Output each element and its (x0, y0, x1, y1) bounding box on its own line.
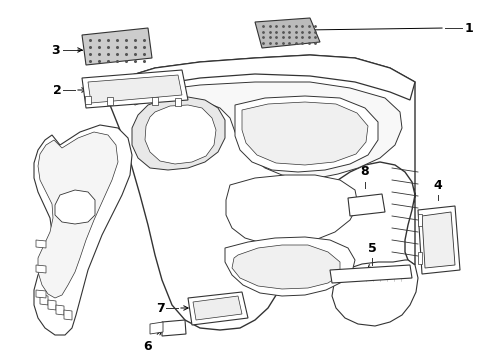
Polygon shape (132, 97, 225, 170)
Text: 6: 6 (144, 340, 152, 353)
Polygon shape (107, 96, 113, 104)
Text: 5: 5 (368, 242, 376, 255)
Polygon shape (226, 175, 358, 244)
Polygon shape (56, 305, 64, 315)
Polygon shape (34, 125, 132, 335)
Text: 3: 3 (51, 44, 60, 57)
Polygon shape (162, 320, 186, 336)
Polygon shape (418, 206, 460, 274)
Polygon shape (85, 96, 91, 104)
Polygon shape (330, 265, 412, 283)
Polygon shape (82, 70, 188, 108)
Polygon shape (40, 295, 48, 305)
Polygon shape (235, 96, 378, 172)
Polygon shape (188, 292, 248, 325)
Polygon shape (38, 132, 118, 298)
Polygon shape (418, 252, 422, 264)
Polygon shape (48, 300, 56, 310)
Polygon shape (88, 75, 182, 103)
Polygon shape (242, 102, 368, 165)
Polygon shape (100, 55, 415, 100)
Polygon shape (422, 212, 455, 268)
Polygon shape (150, 322, 163, 334)
Polygon shape (130, 82, 402, 178)
Polygon shape (64, 310, 72, 320)
Polygon shape (82, 28, 152, 65)
Text: 1: 1 (465, 22, 474, 35)
Text: 4: 4 (434, 179, 442, 192)
Polygon shape (225, 237, 355, 296)
Polygon shape (193, 296, 242, 320)
Polygon shape (418, 214, 422, 226)
Polygon shape (232, 245, 340, 289)
Polygon shape (36, 240, 46, 248)
Polygon shape (152, 97, 158, 105)
Text: 2: 2 (53, 84, 62, 96)
Polygon shape (100, 55, 415, 330)
Polygon shape (255, 18, 320, 48)
Polygon shape (36, 290, 46, 298)
Text: 8: 8 (361, 165, 369, 178)
Polygon shape (36, 265, 46, 273)
Polygon shape (55, 190, 95, 224)
Polygon shape (175, 98, 181, 105)
Polygon shape (145, 105, 216, 164)
Polygon shape (332, 260, 418, 326)
Text: 7: 7 (156, 302, 165, 315)
Polygon shape (348, 194, 385, 216)
